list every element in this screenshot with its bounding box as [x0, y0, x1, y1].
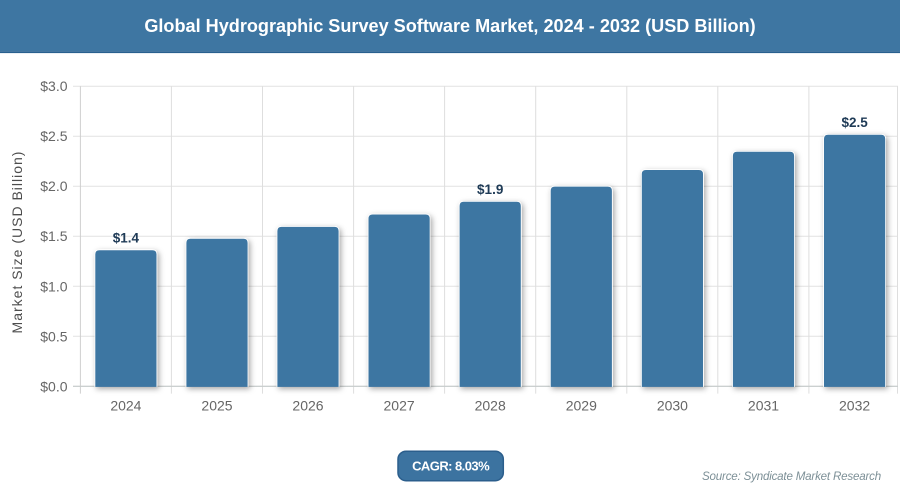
svg-text:$1.9: $1.9 — [477, 182, 503, 197]
svg-text:$2.5: $2.5 — [40, 128, 67, 144]
svg-text:2030: 2030 — [657, 398, 688, 414]
svg-text:$2.5: $2.5 — [841, 115, 868, 130]
svg-text:CAGR: 8.03%: CAGR: 8.03% — [412, 459, 490, 474]
svg-text:Source: Syndicate Market Resea: Source: Syndicate Market Research — [702, 470, 881, 483]
svg-text:2029: 2029 — [566, 398, 597, 414]
svg-text:$1.0: $1.0 — [40, 278, 67, 294]
svg-text:2027: 2027 — [384, 398, 415, 414]
svg-text:2025: 2025 — [201, 398, 232, 414]
svg-text:$0.0: $0.0 — [40, 378, 67, 394]
svg-text:$0.5: $0.5 — [40, 328, 67, 344]
svg-text:Market Size (USD Billion): Market Size (USD Billion) — [9, 151, 25, 334]
svg-text:2026: 2026 — [292, 398, 323, 414]
svg-text:$1.5: $1.5 — [40, 228, 67, 244]
svg-text:$2.0: $2.0 — [40, 178, 67, 194]
svg-text:2028: 2028 — [475, 398, 506, 414]
svg-text:2024: 2024 — [110, 398, 141, 414]
svg-text:2032: 2032 — [839, 398, 870, 414]
svg-text:2031: 2031 — [748, 398, 779, 414]
svg-text:Global Hydrographic Survey Sof: Global Hydrographic Survey Software Mark… — [144, 16, 755, 36]
svg-text:$1.4: $1.4 — [113, 231, 140, 246]
svg-text:$3.0: $3.0 — [40, 78, 67, 94]
